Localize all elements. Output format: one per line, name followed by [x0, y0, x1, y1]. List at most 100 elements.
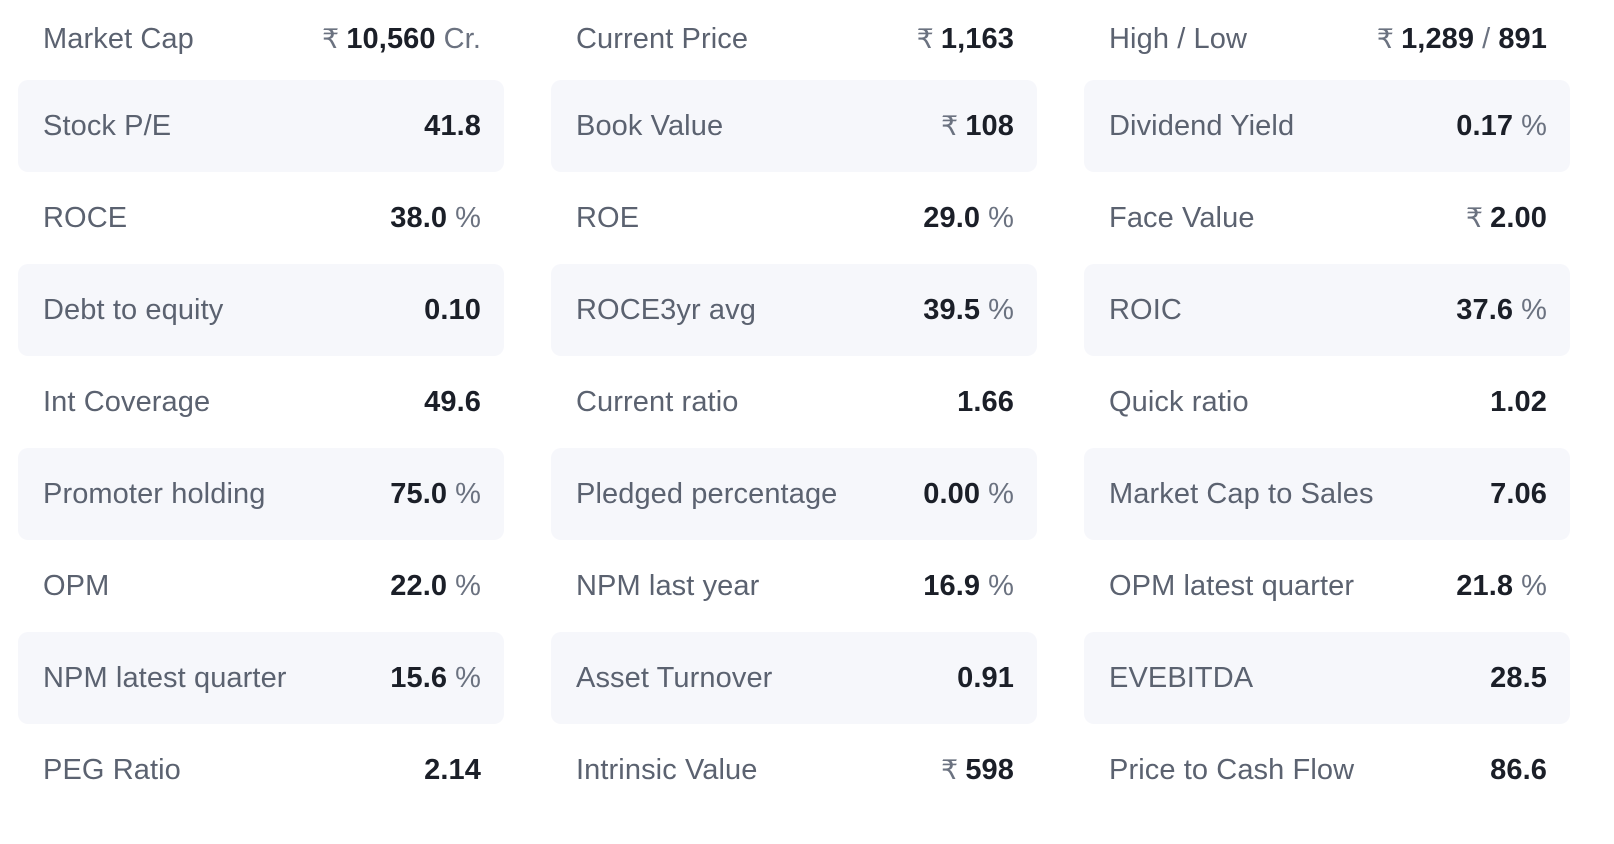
ratio-label: OPM — [43, 569, 110, 602]
ratio-label: ROE — [576, 201, 640, 234]
ratio-value: 0.00% — [923, 478, 1014, 511]
ratio-label: EVEBITDA — [1109, 661, 1254, 694]
ratio-unit: % — [455, 569, 481, 602]
ratio-label: Dividend Yield — [1109, 109, 1295, 142]
ratio-number: 37.6 — [1456, 293, 1514, 326]
ratio-value: 38.0% — [390, 202, 481, 235]
ratio-number: 0.00 — [923, 477, 981, 510]
ratio-row: Pledged percentage 0.00% — [551, 448, 1037, 540]
ratio-number: 38.0 — [390, 201, 448, 234]
ratio-value: 49.6 — [424, 386, 481, 419]
ratio-value: ₹108 — [941, 110, 1014, 143]
ratio-value: ₹1,163 — [917, 23, 1014, 56]
ratio-row: ROCE3yr avg 39.5% — [551, 264, 1037, 356]
ratio-number: 2.00 — [1490, 201, 1547, 234]
ratio-row: Intrinsic Value ₹598 — [551, 724, 1037, 816]
ratio-value: 41.8 — [424, 110, 481, 143]
ratio-row: NPM latest quarter 15.6% — [18, 632, 504, 724]
ratio-label: Current Price — [576, 22, 749, 55]
ratio-number: 86.6 — [1490, 753, 1547, 786]
ratio-unit: % — [988, 201, 1014, 234]
ratio-label: Intrinsic Value — [576, 753, 758, 786]
ratio-value: ₹1,289/891 — [1377, 23, 1547, 56]
ratio-value: ₹598 — [941, 754, 1014, 787]
ratio-label: Price to Cash Flow — [1109, 753, 1355, 786]
ratio-number: 0.91 — [957, 661, 1014, 694]
ratio-label: Quick ratio — [1109, 385, 1249, 418]
ratio-label: Market Cap to Sales — [1109, 477, 1374, 510]
ratio-value: 75.0% — [390, 478, 481, 511]
ratio-row: EVEBITDA 28.5 — [1084, 632, 1570, 724]
ratio-row: ROE 29.0% — [551, 172, 1037, 264]
ratio-number: 1,163 — [940, 22, 1014, 55]
ratio-label: NPM latest quarter — [43, 661, 287, 694]
ratio-number: 21.8 — [1456, 569, 1514, 602]
ratio-number-low: 891 — [1498, 22, 1547, 55]
ratio-number: 39.5 — [923, 293, 981, 326]
ratio-row: Current Price ₹1,163 — [551, 0, 1037, 80]
ratio-unit: % — [455, 201, 481, 234]
ratio-unit: Cr. — [443, 22, 481, 55]
ratio-number: 2.14 — [424, 753, 481, 786]
ratio-number: 7.06 — [1490, 477, 1547, 510]
range-separator: / — [1482, 22, 1491, 55]
currency-symbol: ₹ — [1465, 202, 1484, 233]
ratio-row: Debt to equity 0.10 — [18, 264, 504, 356]
ratio-number: 1,289 — [1401, 22, 1475, 55]
ratio-number: 22.0 — [390, 569, 448, 602]
ratio-row: OPM latest quarter 21.8% — [1084, 540, 1570, 632]
ratio-value: 0.91 — [957, 662, 1014, 695]
ratio-unit: % — [988, 477, 1014, 510]
ratio-label: Face Value — [1109, 201, 1255, 234]
ratio-value: 1.66 — [957, 386, 1014, 419]
ratio-number: 41.8 — [424, 109, 481, 142]
ratio-number: 0.10 — [424, 293, 481, 326]
ratio-row: Price to Cash Flow 86.6 — [1084, 724, 1570, 816]
ratio-value: 22.0% — [390, 570, 481, 603]
ratio-unit: % — [1521, 569, 1547, 602]
ratio-column: High / Low ₹1,289/891 Dividend Yield 0.17% F… — [1084, 0, 1570, 816]
ratio-row: Book Value ₹108 — [551, 80, 1037, 172]
ratio-row: ROIC 37.6% — [1084, 264, 1570, 356]
ratio-label: ROIC — [1109, 293, 1182, 326]
ratio-column: Market Cap ₹10,560 Cr. Stock P/E 41.8 ROCE 38.… — [18, 0, 504, 816]
ratio-row: Market Cap ₹10,560 Cr. — [18, 0, 504, 80]
ratio-column: Current Price ₹1,163 Book Value ₹108 ROE 29.0… — [551, 0, 1037, 816]
ratio-number: 49.6 — [424, 385, 481, 418]
currency-symbol: ₹ — [322, 23, 340, 54]
currency-symbol: ₹ — [941, 110, 959, 141]
ratio-value: 21.8% — [1456, 570, 1547, 603]
ratio-value: 15.6% — [390, 662, 481, 695]
ratio-row: Dividend Yield 0.17% — [1084, 80, 1570, 172]
ratio-label: Market Cap — [43, 22, 194, 55]
ratio-number: 1.02 — [1490, 385, 1547, 418]
ratio-number: 598 — [965, 753, 1014, 786]
currency-symbol: ₹ — [941, 754, 959, 785]
ratio-number: 16.9 — [923, 569, 981, 602]
ratio-number: 29.0 — [923, 201, 981, 234]
ratio-number: 0.17 — [1456, 109, 1514, 142]
ratio-value: 0.10 — [424, 294, 481, 327]
ratio-label: Promoter holding — [43, 477, 266, 510]
ratio-row: Asset Turnover 0.91 — [551, 632, 1037, 724]
ratio-value: 28.5 — [1490, 662, 1547, 695]
ratio-unit: % — [988, 293, 1014, 326]
ratio-value: 1.02 — [1490, 386, 1547, 419]
ratio-value: ₹2.00 — [1466, 202, 1547, 235]
ratio-label: NPM last year — [576, 569, 760, 602]
ratio-row: OPM 22.0% — [18, 540, 504, 632]
ratio-label: High / Low — [1109, 22, 1248, 55]
ratio-label: Stock P/E — [43, 109, 172, 142]
ratio-label: PEG Ratio — [43, 753, 181, 786]
ratio-number: 10,560 — [346, 22, 436, 55]
ratio-unit: % — [1521, 109, 1547, 142]
ratio-row: Face Value ₹2.00 — [1084, 172, 1570, 264]
ratio-label: Debt to equity — [43, 293, 224, 326]
ratio-label: Int Coverage — [43, 385, 211, 418]
ratio-label: ROCE — [43, 201, 128, 234]
ratio-value: 86.6 — [1490, 754, 1547, 787]
ratio-row: ROCE 38.0% — [18, 172, 504, 264]
ratio-value: 2.14 — [424, 754, 481, 787]
currency-symbol: ₹ — [916, 23, 934, 54]
